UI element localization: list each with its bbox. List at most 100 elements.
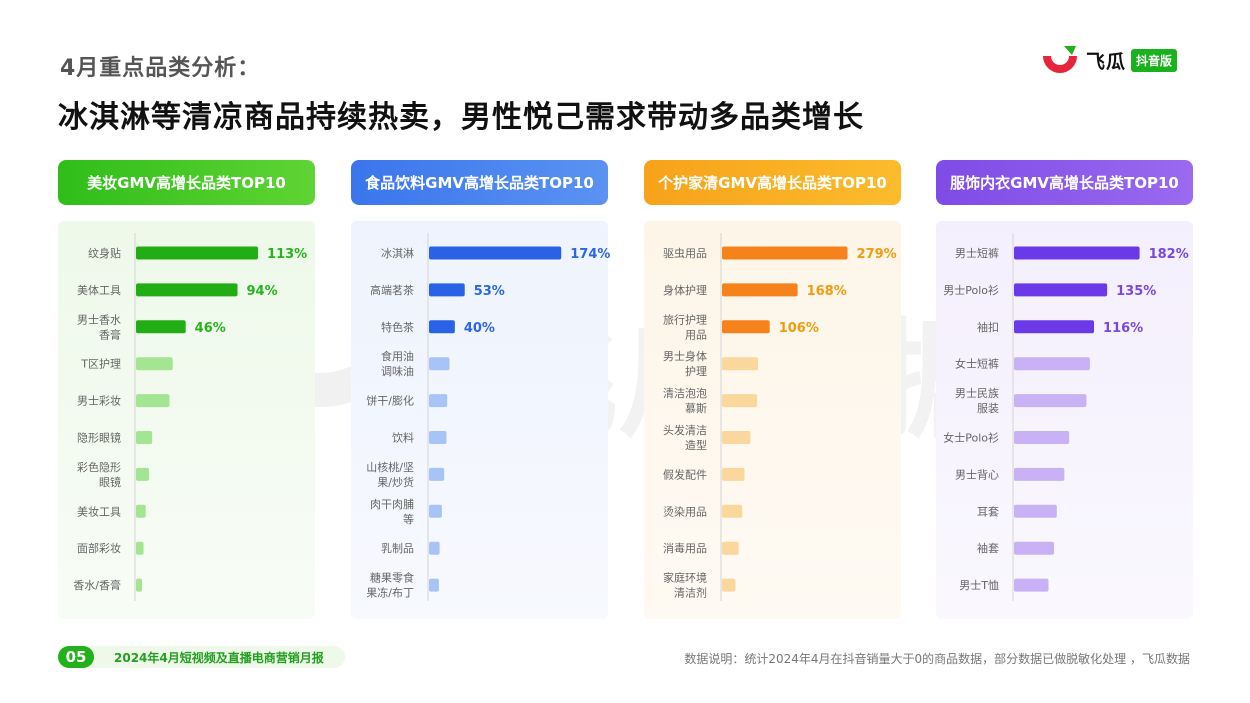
category-label: 冰淇淋 — [381, 247, 414, 260]
data-label: 135% — [1116, 284, 1156, 299]
category-label: 高端茗茶 — [370, 283, 414, 297]
data-label: 40% — [464, 321, 495, 336]
data-label: 279% — [857, 247, 897, 262]
data-label: 106% — [779, 321, 819, 336]
bar — [136, 578, 142, 592]
category-label: 肉干肉脯等 — [370, 498, 414, 526]
bar — [429, 541, 440, 555]
page-number: 05 — [58, 646, 94, 668]
bar — [429, 357, 450, 371]
data-label: 46% — [195, 321, 226, 336]
bar — [722, 467, 745, 481]
data-label: 94% — [247, 284, 278, 299]
category-label: 男士T恤 — [959, 579, 999, 592]
bar — [136, 357, 173, 371]
bar — [1014, 467, 1065, 481]
category-label: 袖扣 — [977, 320, 999, 334]
category-label: 男士香水香膏 — [77, 313, 121, 341]
data-label: 168% — [807, 284, 847, 299]
category-label: 饼干/膨化 — [366, 394, 414, 408]
category-label: 面部彩妆 — [77, 541, 121, 555]
bar — [722, 504, 743, 518]
bar — [722, 431, 751, 444]
category-label: 香水/香膏 — [73, 578, 121, 592]
category-label: T区护理 — [80, 357, 121, 371]
data-label: 53% — [474, 284, 505, 299]
bar — [722, 541, 739, 555]
category-label: 假发配件 — [663, 467, 707, 481]
page-headline: 冰淇淋等清凉商品持续热卖，男性悦己需求带动多品类增长 — [58, 100, 864, 135]
bar — [429, 320, 455, 334]
bar — [722, 394, 758, 408]
bar — [1014, 504, 1057, 518]
category-label: 隐形眼镜 — [77, 431, 121, 445]
bar — [429, 467, 445, 481]
category-label: 特色茶 — [381, 320, 414, 334]
report-title: 2024年4月短视频及直播电商营销月报 — [114, 650, 324, 665]
panel-header-food: 食品饮料GMV高增长品类TOP10 — [351, 160, 608, 205]
data-note: 数据说明：统计2024年4月在抖音销量大于0的商品数据，部分数据已做脱敏化处理 … — [684, 652, 1190, 666]
bar — [136, 431, 153, 444]
brand-logo: 飞瓜 抖音版 — [1040, 44, 1178, 76]
category-label: 男士背心 — [955, 467, 999, 481]
category-label: 男士Polo衫 — [943, 284, 999, 297]
bar — [136, 541, 144, 555]
bar — [1014, 357, 1090, 371]
category-label: 消毒用品 — [663, 541, 707, 555]
bar — [1014, 246, 1140, 260]
panel-body-food — [351, 221, 608, 619]
category-label: 女士Polo衫 — [943, 431, 999, 445]
bar — [722, 283, 798, 297]
panel-header-personal-care: 个护家清GMV高增长品类TOP10 — [644, 160, 901, 205]
section-kicker: 4月重点品类分析： — [60, 56, 261, 81]
bar — [136, 246, 259, 260]
bar — [429, 246, 562, 260]
category-label: 身体护理 — [663, 283, 707, 297]
bar — [1014, 541, 1055, 555]
bar — [429, 283, 465, 297]
bar — [1014, 394, 1087, 408]
bar — [429, 394, 448, 408]
bar — [722, 246, 848, 260]
category-label: 美体工具 — [77, 283, 121, 297]
brand-name: 飞瓜 — [1086, 50, 1127, 73]
bar — [722, 320, 770, 334]
category-label: 男士民族服装 — [955, 386, 999, 415]
category-label: 男士短裤 — [955, 246, 999, 260]
bar — [722, 578, 736, 592]
category-label: 山核桃/坚果/炒货 — [366, 460, 414, 489]
bar — [429, 578, 439, 592]
category-label: 清洁泡泡慕斯 — [663, 386, 707, 415]
category-label: 驱虫用品 — [663, 247, 707, 260]
bar — [1014, 283, 1108, 297]
category-label: 男士身体护理 — [663, 349, 707, 378]
bar — [136, 467, 149, 481]
category-label: 饮料 — [392, 431, 414, 445]
data-label: 182% — [1149, 247, 1189, 262]
category-label: 乳制品 — [381, 542, 414, 555]
brand-badge: 抖音版 — [1131, 48, 1178, 72]
category-label: 头发清洁造型 — [663, 423, 707, 452]
category-label: 耳套 — [977, 505, 999, 518]
data-label: 174% — [570, 247, 610, 262]
bar — [1014, 320, 1095, 334]
category-label: 女士短裤 — [955, 357, 999, 371]
category-label: 旅行护理用品 — [663, 312, 707, 341]
category-label: 美妆工具 — [77, 505, 121, 518]
footer-report-pill: 05 2024年4月短视频及直播电商营销月报 — [58, 646, 345, 668]
data-label: 116% — [1103, 321, 1143, 336]
bar — [1014, 431, 1070, 444]
category-label: 食用油调味油 — [381, 349, 414, 378]
bar — [429, 504, 442, 518]
bar — [722, 357, 758, 371]
category-label: 男士彩妆 — [77, 395, 121, 408]
category-label: 糖果零食果冻/布丁 — [366, 571, 414, 600]
bar — [136, 394, 170, 408]
panel-header-beauty: 美妆GMV高增长品类TOP10 — [58, 160, 315, 205]
bar — [1014, 578, 1049, 592]
category-label: 袖套 — [977, 541, 999, 555]
category-label: 纹身贴 — [88, 246, 121, 260]
category-label: 彩色隐形眼镜 — [77, 460, 121, 489]
panel-header-apparel: 服饰内衣GMV高增长品类TOP10 — [936, 160, 1193, 205]
